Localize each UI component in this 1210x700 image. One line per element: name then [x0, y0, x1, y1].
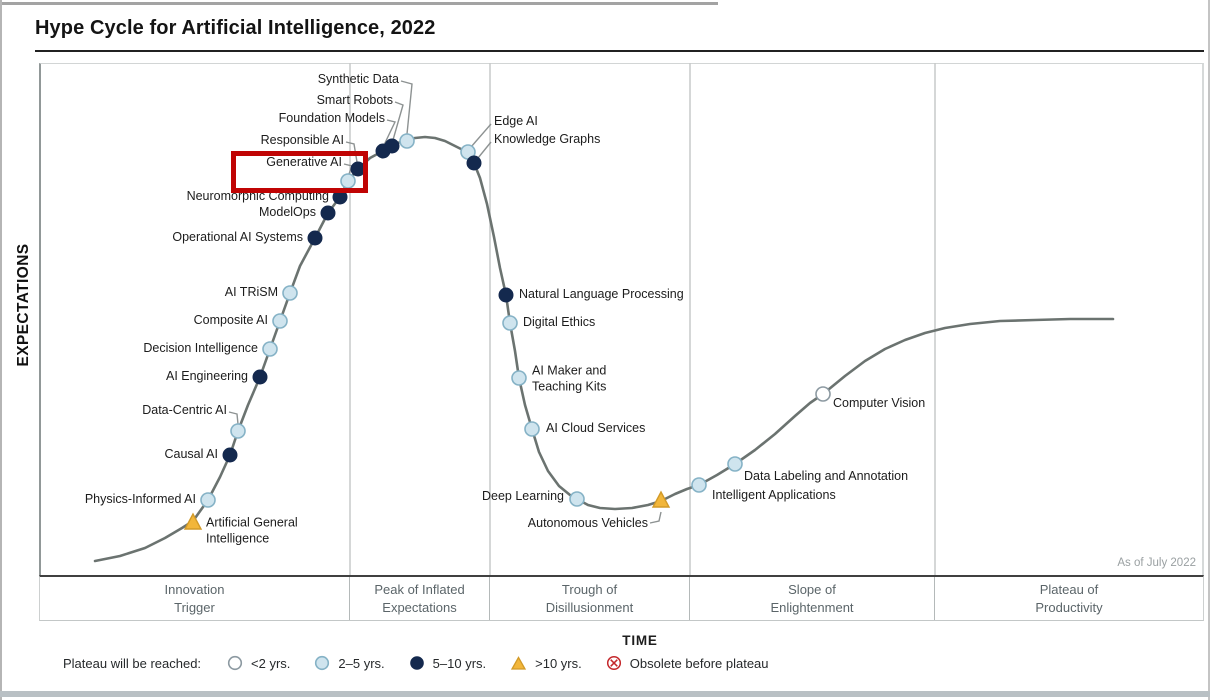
highlight-box-generative-ai[interactable] [231, 151, 368, 193]
phase-slope-of-enlightenment: Slope of Enlightenment [690, 577, 935, 620]
title-underline [35, 50, 1204, 52]
phase-innovation-trigger: Innovation Trigger [40, 577, 350, 620]
phase-axis-band: Innovation Trigger Peak of Inflated Expec… [39, 575, 1204, 621]
phase-label: Innovation Trigger [164, 581, 225, 615]
legend-item-more-than-10-yrs: >10 yrs. [510, 655, 582, 671]
marker-artificial-general-intelligence[interactable] [183, 512, 203, 530]
triangle-yellow-icon [511, 656, 527, 670]
phase-label: Peak of Inflated Expectations [374, 581, 465, 615]
marker-ai-cloud-services[interactable] [524, 421, 540, 437]
legend-item-less-than-2-yrs: <2 yrs. [227, 655, 290, 671]
marker-causal-ai[interactable] [222, 447, 238, 463]
marker-synthetic-data[interactable] [399, 133, 415, 149]
marker-ai-maker-and-teaching-kits[interactable] [511, 370, 527, 386]
phase-label: Plateau of Productivity [1035, 581, 1103, 615]
marker-data-centric-ai[interactable] [230, 423, 246, 439]
legend-item-label: Obsolete before plateau [629, 655, 769, 671]
obsolete-cross-icon [606, 655, 621, 671]
marker-deep-learning[interactable] [569, 491, 585, 507]
marker-computer-vision[interactable] [815, 386, 831, 402]
circle-navy-icon [409, 656, 424, 670]
marker-ai-trism[interactable] [282, 285, 298, 301]
marker-autonomous-vehicles[interactable] [651, 490, 671, 508]
marker-natural-language-processing[interactable] [498, 287, 514, 303]
circle-white-icon [227, 655, 243, 671]
legend-item-label: >10 yrs. [535, 655, 582, 671]
window-border-bottom [0, 691, 1210, 697]
legend-item-2-5-yrs: 2–5 yrs. [314, 655, 385, 671]
legend-title: Plateau will be reached: [63, 655, 202, 671]
window-border-top [0, 2, 718, 5]
x-axis-label: TIME [622, 633, 658, 648]
marker-knowledge-graphs[interactable] [466, 155, 482, 171]
marker-modelops[interactable] [320, 205, 336, 221]
window-border-left [0, 0, 2, 700]
phase-peak-of-inflated-expectations: Peak of Inflated Expectations [350, 577, 490, 620]
marker-intelligent-applications[interactable] [691, 477, 707, 493]
legend-item-label: 2–5 yrs. [338, 655, 385, 671]
as-of-note: As of July 2022 [1117, 557, 1196, 569]
marker-digital-ethics[interactable] [502, 315, 518, 331]
marker-data-labeling-and-annotation[interactable] [727, 456, 743, 472]
phase-plateau-of-productivity: Plateau of Productivity [935, 577, 1203, 620]
legend-item-5-10-yrs: 5–10 yrs. [409, 655, 486, 671]
window-border-right [1208, 0, 1210, 700]
phase-label: Trough of Disillusionment [545, 581, 634, 615]
marker-composite-ai[interactable] [272, 313, 288, 329]
legend-item-obsolete: Obsolete before plateau [606, 655, 769, 671]
marker-ai-engineering[interactable] [252, 369, 268, 385]
marker-physics-informed-ai[interactable] [200, 492, 216, 508]
plot-area [39, 63, 1204, 575]
marker-decision-intelligence[interactable] [262, 341, 278, 357]
circle-lightblue-icon [315, 655, 330, 671]
legend-item-label: 5–10 yrs. [432, 655, 487, 671]
phase-label: Slope of Enlightenment [770, 581, 854, 615]
marker-smart-robots[interactable] [384, 138, 400, 154]
phase-trough-of-disillusionment: Trough of Disillusionment [490, 577, 690, 620]
marker-operational-ai-systems[interactable] [307, 230, 323, 246]
legend: Plateau will be reached: <2 yrs. 2–5 yrs… [63, 655, 769, 671]
y-axis-label: EXPECTATIONS [15, 243, 32, 367]
legend-item-label: <2 yrs. [251, 655, 291, 671]
page-title: Hype Cycle for Artificial Intelligence, … [35, 17, 436, 39]
